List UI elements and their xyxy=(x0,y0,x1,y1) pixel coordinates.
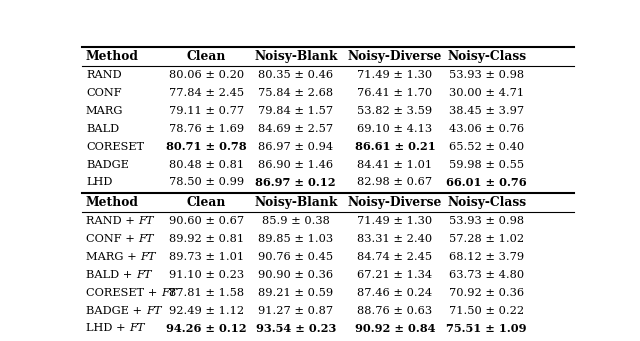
Text: 53.93 ± 0.98: 53.93 ± 0.98 xyxy=(449,216,524,226)
Text: 87.46 ± 0.24: 87.46 ± 0.24 xyxy=(357,288,433,298)
Text: 86.90 ± 1.46: 86.90 ± 1.46 xyxy=(258,160,333,169)
Text: BALD: BALD xyxy=(86,124,119,134)
Text: 85.9 ± 0.38: 85.9 ± 0.38 xyxy=(262,216,330,226)
Text: LHD +: LHD + xyxy=(86,323,129,333)
Text: 84.41 ± 1.01: 84.41 ± 1.01 xyxy=(357,160,433,169)
Text: 71.50 ± 0.22: 71.50 ± 0.22 xyxy=(449,306,524,315)
Text: BADGE: BADGE xyxy=(86,160,129,169)
Text: 84.69 ± 2.57: 84.69 ± 2.57 xyxy=(258,124,333,134)
Text: Method: Method xyxy=(86,196,139,209)
Text: 53.82 ± 3.59: 53.82 ± 3.59 xyxy=(357,106,433,116)
Text: CONF +: CONF + xyxy=(86,234,138,244)
Text: 86.97 ± 0.94: 86.97 ± 0.94 xyxy=(258,142,333,152)
Text: 77.84 ± 2.45: 77.84 ± 2.45 xyxy=(169,88,244,98)
Text: BADGE +: BADGE + xyxy=(86,306,146,315)
Text: 71.49 ± 1.30: 71.49 ± 1.30 xyxy=(357,216,433,226)
Text: 84.74 ± 2.45: 84.74 ± 2.45 xyxy=(357,252,433,262)
Text: 89.85 ± 1.03: 89.85 ± 1.03 xyxy=(258,234,333,244)
Text: Noisy-Diverse: Noisy-Diverse xyxy=(348,196,442,209)
Text: 80.48 ± 0.81: 80.48 ± 0.81 xyxy=(169,160,244,169)
Text: Noisy-Blank: Noisy-Blank xyxy=(254,196,337,209)
Text: FT: FT xyxy=(161,288,177,298)
Text: LHD: LHD xyxy=(86,177,113,188)
Text: 68.12 ± 3.79: 68.12 ± 3.79 xyxy=(449,252,524,262)
Text: FT: FT xyxy=(146,306,161,315)
Text: 89.21 ± 0.59: 89.21 ± 0.59 xyxy=(258,288,333,298)
Text: 75.84 ± 2.68: 75.84 ± 2.68 xyxy=(258,88,333,98)
Text: CORESET +: CORESET + xyxy=(86,288,161,298)
Text: 82.98 ± 0.67: 82.98 ± 0.67 xyxy=(357,177,433,188)
Text: 69.10 ± 4.13: 69.10 ± 4.13 xyxy=(357,124,433,134)
Text: 70.92 ± 0.36: 70.92 ± 0.36 xyxy=(449,288,524,298)
Text: 65.52 ± 0.40: 65.52 ± 0.40 xyxy=(449,142,524,152)
Text: 91.10 ± 0.23: 91.10 ± 0.23 xyxy=(169,270,244,280)
Text: 80.06 ± 0.20: 80.06 ± 0.20 xyxy=(169,70,244,80)
Text: FT: FT xyxy=(140,252,156,262)
Text: 66.01 ± 0.76: 66.01 ± 0.76 xyxy=(447,177,527,188)
Text: 30.00 ± 4.71: 30.00 ± 4.71 xyxy=(449,88,524,98)
Text: 94.26 ± 0.12: 94.26 ± 0.12 xyxy=(166,323,247,334)
Text: CONF: CONF xyxy=(86,88,122,98)
Text: BALD +: BALD + xyxy=(86,270,136,280)
Text: 67.21 ± 1.34: 67.21 ± 1.34 xyxy=(357,270,433,280)
Text: Noisy-Class: Noisy-Class xyxy=(447,196,526,209)
Text: 87.81 ± 1.58: 87.81 ± 1.58 xyxy=(169,288,244,298)
Text: 90.90 ± 0.36: 90.90 ± 0.36 xyxy=(258,270,333,280)
Text: 88.76 ± 0.63: 88.76 ± 0.63 xyxy=(357,306,433,315)
Text: 79.84 ± 1.57: 79.84 ± 1.57 xyxy=(258,106,333,116)
Text: RAND: RAND xyxy=(86,70,122,80)
Text: 75.51 ± 1.09: 75.51 ± 1.09 xyxy=(447,323,527,334)
Text: 76.41 ± 1.70: 76.41 ± 1.70 xyxy=(357,88,433,98)
Text: 91.27 ± 0.87: 91.27 ± 0.87 xyxy=(258,306,333,315)
Text: 92.49 ± 1.12: 92.49 ± 1.12 xyxy=(169,306,244,315)
Text: 93.54 ± 0.23: 93.54 ± 0.23 xyxy=(255,323,336,334)
Text: 83.31 ± 2.40: 83.31 ± 2.40 xyxy=(357,234,433,244)
Text: Noisy-Blank: Noisy-Blank xyxy=(254,50,337,63)
Text: 89.73 ± 1.01: 89.73 ± 1.01 xyxy=(169,252,244,262)
Text: 86.61 ± 0.21: 86.61 ± 0.21 xyxy=(355,141,435,152)
Text: Noisy-Diverse: Noisy-Diverse xyxy=(348,50,442,63)
Text: Clean: Clean xyxy=(187,196,226,209)
Text: MARG +: MARG + xyxy=(86,252,140,262)
Text: FT: FT xyxy=(129,323,145,333)
Text: 57.28 ± 1.02: 57.28 ± 1.02 xyxy=(449,234,524,244)
Text: 90.76 ± 0.45: 90.76 ± 0.45 xyxy=(258,252,333,262)
Text: FT: FT xyxy=(138,216,154,226)
Text: 89.92 ± 0.81: 89.92 ± 0.81 xyxy=(169,234,244,244)
Text: 53.93 ± 0.98: 53.93 ± 0.98 xyxy=(449,70,524,80)
Text: MARG: MARG xyxy=(86,106,124,116)
Text: Noisy-Class: Noisy-Class xyxy=(447,50,526,63)
Text: FT: FT xyxy=(136,270,152,280)
Text: 79.11 ± 0.77: 79.11 ± 0.77 xyxy=(169,106,244,116)
Text: 63.73 ± 4.80: 63.73 ± 4.80 xyxy=(449,270,524,280)
Text: 80.35 ± 0.46: 80.35 ± 0.46 xyxy=(258,70,333,80)
Text: 80.71 ± 0.78: 80.71 ± 0.78 xyxy=(166,141,247,152)
Text: 90.60 ± 0.67: 90.60 ± 0.67 xyxy=(169,216,244,226)
Text: CORESET: CORESET xyxy=(86,142,144,152)
Text: 90.92 ± 0.84: 90.92 ± 0.84 xyxy=(355,323,435,334)
Text: Method: Method xyxy=(86,50,139,63)
Text: 43.06 ± 0.76: 43.06 ± 0.76 xyxy=(449,124,524,134)
Text: 78.50 ± 0.99: 78.50 ± 0.99 xyxy=(169,177,244,188)
Text: Clean: Clean xyxy=(187,50,226,63)
Text: FT: FT xyxy=(138,234,154,244)
Text: 86.97 ± 0.12: 86.97 ± 0.12 xyxy=(255,177,336,188)
Text: 59.98 ± 0.55: 59.98 ± 0.55 xyxy=(449,160,524,169)
Text: 78.76 ± 1.69: 78.76 ± 1.69 xyxy=(169,124,244,134)
Text: RAND +: RAND + xyxy=(86,216,138,226)
Text: 71.49 ± 1.30: 71.49 ± 1.30 xyxy=(357,70,433,80)
Text: 38.45 ± 3.97: 38.45 ± 3.97 xyxy=(449,106,524,116)
